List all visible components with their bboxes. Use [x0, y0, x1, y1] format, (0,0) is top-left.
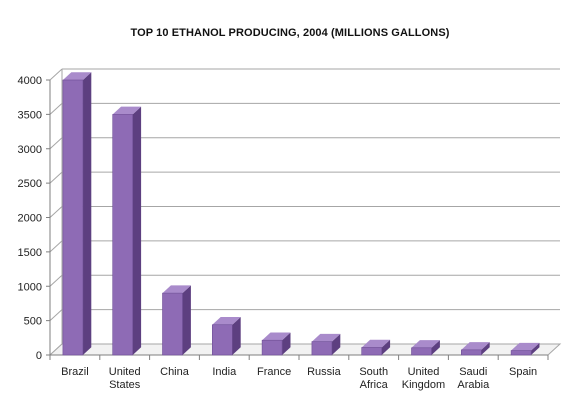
gridline-depth — [49, 274, 63, 287]
y-tick-label: 3500 — [18, 109, 42, 121]
bar — [361, 339, 391, 356]
bar — [162, 285, 191, 356]
x-category-label: Russia — [307, 366, 342, 378]
bar-front — [460, 349, 482, 356]
bar-top — [262, 332, 291, 341]
bar — [261, 332, 291, 356]
x-category-label: Brazil — [61, 366, 89, 378]
x-category-label-line: Brazil — [61, 366, 89, 378]
bar-front — [510, 350, 532, 356]
bar-front — [411, 347, 432, 356]
x-category-label-line: Arabia — [457, 379, 490, 391]
bar-top — [511, 342, 540, 351]
x-category-label-line: China — [160, 366, 190, 378]
y-tick-label: 1000 — [18, 281, 42, 293]
x-category-label-line: Russia — [307, 366, 342, 378]
bar-front — [62, 79, 84, 356]
bar — [510, 342, 540, 356]
gridline-depth — [49, 309, 63, 321]
bar-top — [62, 72, 92, 80]
bar-side — [232, 317, 241, 355]
bar-front — [261, 339, 283, 356]
bar-top — [112, 106, 142, 115]
x-category-label-line: India — [212, 366, 237, 378]
gridline-depth — [49, 171, 63, 184]
x-category-label: South Africa — [359, 366, 388, 391]
bar-top — [361, 339, 391, 348]
x-category-label: China — [160, 366, 190, 378]
bar-front — [112, 114, 133, 356]
x-category-label-line: Spain — [509, 366, 537, 378]
x-category-label-line: United — [408, 366, 440, 378]
bar-front — [361, 347, 383, 356]
y-tick-label: 3000 — [18, 144, 42, 156]
bar — [62, 72, 92, 356]
y-tick-label: 2000 — [18, 213, 42, 225]
x-category-label: United States — [109, 366, 141, 391]
y-tick-label: 4000 — [18, 75, 42, 87]
x-category-label-line: Saudi — [459, 366, 487, 378]
x-category-label-line: Kingdom — [402, 379, 445, 391]
bar-side — [182, 285, 191, 355]
bar-side — [331, 333, 341, 355]
x-category-label-line: United — [109, 366, 141, 378]
x-category-label: France — [257, 366, 291, 378]
y-tick-label: 0 — [36, 350, 42, 362]
bar-side — [82, 72, 92, 356]
gridline-depth — [49, 103, 63, 115]
gridline-depth — [49, 240, 63, 253]
bar-top — [411, 340, 440, 348]
x-category-label: Spain — [509, 366, 537, 378]
bar-top — [162, 285, 191, 294]
x-category-label: United Kingdom — [402, 366, 445, 391]
bar-front — [311, 341, 333, 356]
gridline-depth — [49, 137, 63, 150]
bar-side — [381, 339, 391, 355]
gridline-depth — [49, 206, 63, 218]
bar-side — [132, 106, 142, 355]
gridline-depth — [49, 68, 63, 81]
bar — [460, 342, 490, 356]
bar-side — [481, 342, 490, 355]
x-category-label: Saudi Arabia — [457, 366, 490, 391]
y-tick-label: 1500 — [18, 247, 42, 259]
bar-top — [311, 333, 341, 342]
bar-side — [282, 332, 291, 355]
bar — [411, 340, 440, 356]
bar — [311, 333, 341, 356]
x-category-label: India — [212, 366, 237, 378]
bar-top — [212, 317, 241, 325]
bar — [212, 317, 241, 356]
bar — [112, 106, 142, 356]
bar-top — [461, 342, 490, 350]
bar-front — [212, 324, 233, 356]
bar-front — [162, 292, 183, 356]
x-category-label-line: States — [109, 379, 141, 391]
y-tick-label: 2500 — [18, 178, 42, 190]
x-category-label-line: France — [257, 366, 291, 378]
y-tick-label: 500 — [24, 316, 42, 328]
bar-side — [531, 342, 540, 355]
x-category-label-line: South — [359, 366, 388, 378]
x-category-label-line: Africa — [360, 379, 389, 391]
bar-side — [431, 340, 440, 355]
chart-title: TOP 10 ETHANOL PRODUCING, 2004 (MILLIONS… — [130, 27, 450, 39]
